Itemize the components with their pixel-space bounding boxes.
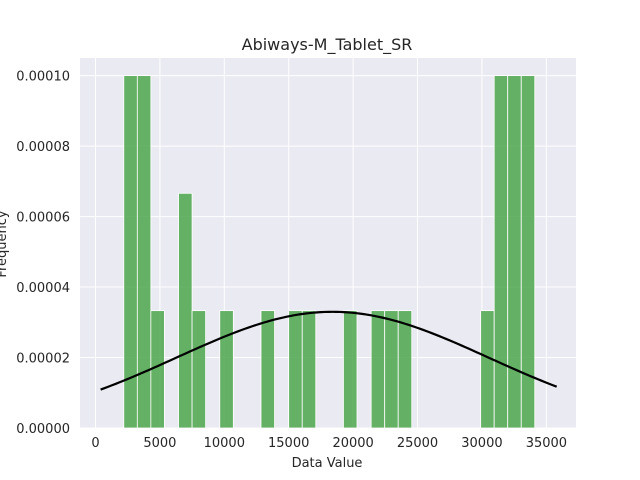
y-axis-label: Frequency xyxy=(0,210,10,277)
histogram-bar xyxy=(520,75,536,429)
histogram-bar xyxy=(384,310,399,429)
x-tick-label: 0 xyxy=(91,436,99,451)
histogram-bar xyxy=(301,310,317,429)
histogram-bar xyxy=(260,310,275,429)
histogram-bar xyxy=(370,310,386,429)
histogram-bars xyxy=(123,75,536,429)
histogram-bar xyxy=(136,75,152,429)
histogram-bar xyxy=(343,310,358,429)
y-tick-label: 0.00006 xyxy=(16,211,70,226)
x-tick-label: 15000 xyxy=(268,436,309,451)
x-tick-label: 20000 xyxy=(332,436,373,451)
x-tick-label: 30000 xyxy=(461,436,502,451)
y-tick-label: 0.00008 xyxy=(16,140,70,155)
histogram-bar xyxy=(288,310,303,429)
histogram-bar xyxy=(480,310,495,429)
chart-title: Abiways-M_Tablet_SR xyxy=(242,35,413,55)
histogram-bar xyxy=(507,75,522,429)
y-tick-label: 0.00000 xyxy=(16,422,70,437)
y-tick-label: 0.00004 xyxy=(16,281,70,296)
histogram-bar xyxy=(397,310,413,429)
x-tick-label: 5000 xyxy=(143,436,176,451)
y-tick-label: 0.00002 xyxy=(16,352,70,367)
y-tick-label: 0.00010 xyxy=(16,70,70,85)
histogram-bar xyxy=(219,310,234,429)
x-tick-label: 10000 xyxy=(204,436,245,451)
histogram-bar xyxy=(493,75,509,429)
x-tick-label: 25000 xyxy=(397,436,438,451)
x-axis-ticks: 0 5000 10000 15000 20000 25000 30000 35000 xyxy=(91,436,567,451)
normal-distribution-curve xyxy=(100,310,558,391)
y-axis-ticks: 0.00000 0.00002 0.00004 0.00006 0.00008 0.000… xyxy=(16,70,70,437)
histogram-bar xyxy=(191,310,207,429)
histogram-bar xyxy=(178,192,193,429)
x-tick-label: 35000 xyxy=(526,436,567,451)
x-axis-label: Data Value xyxy=(292,456,363,471)
